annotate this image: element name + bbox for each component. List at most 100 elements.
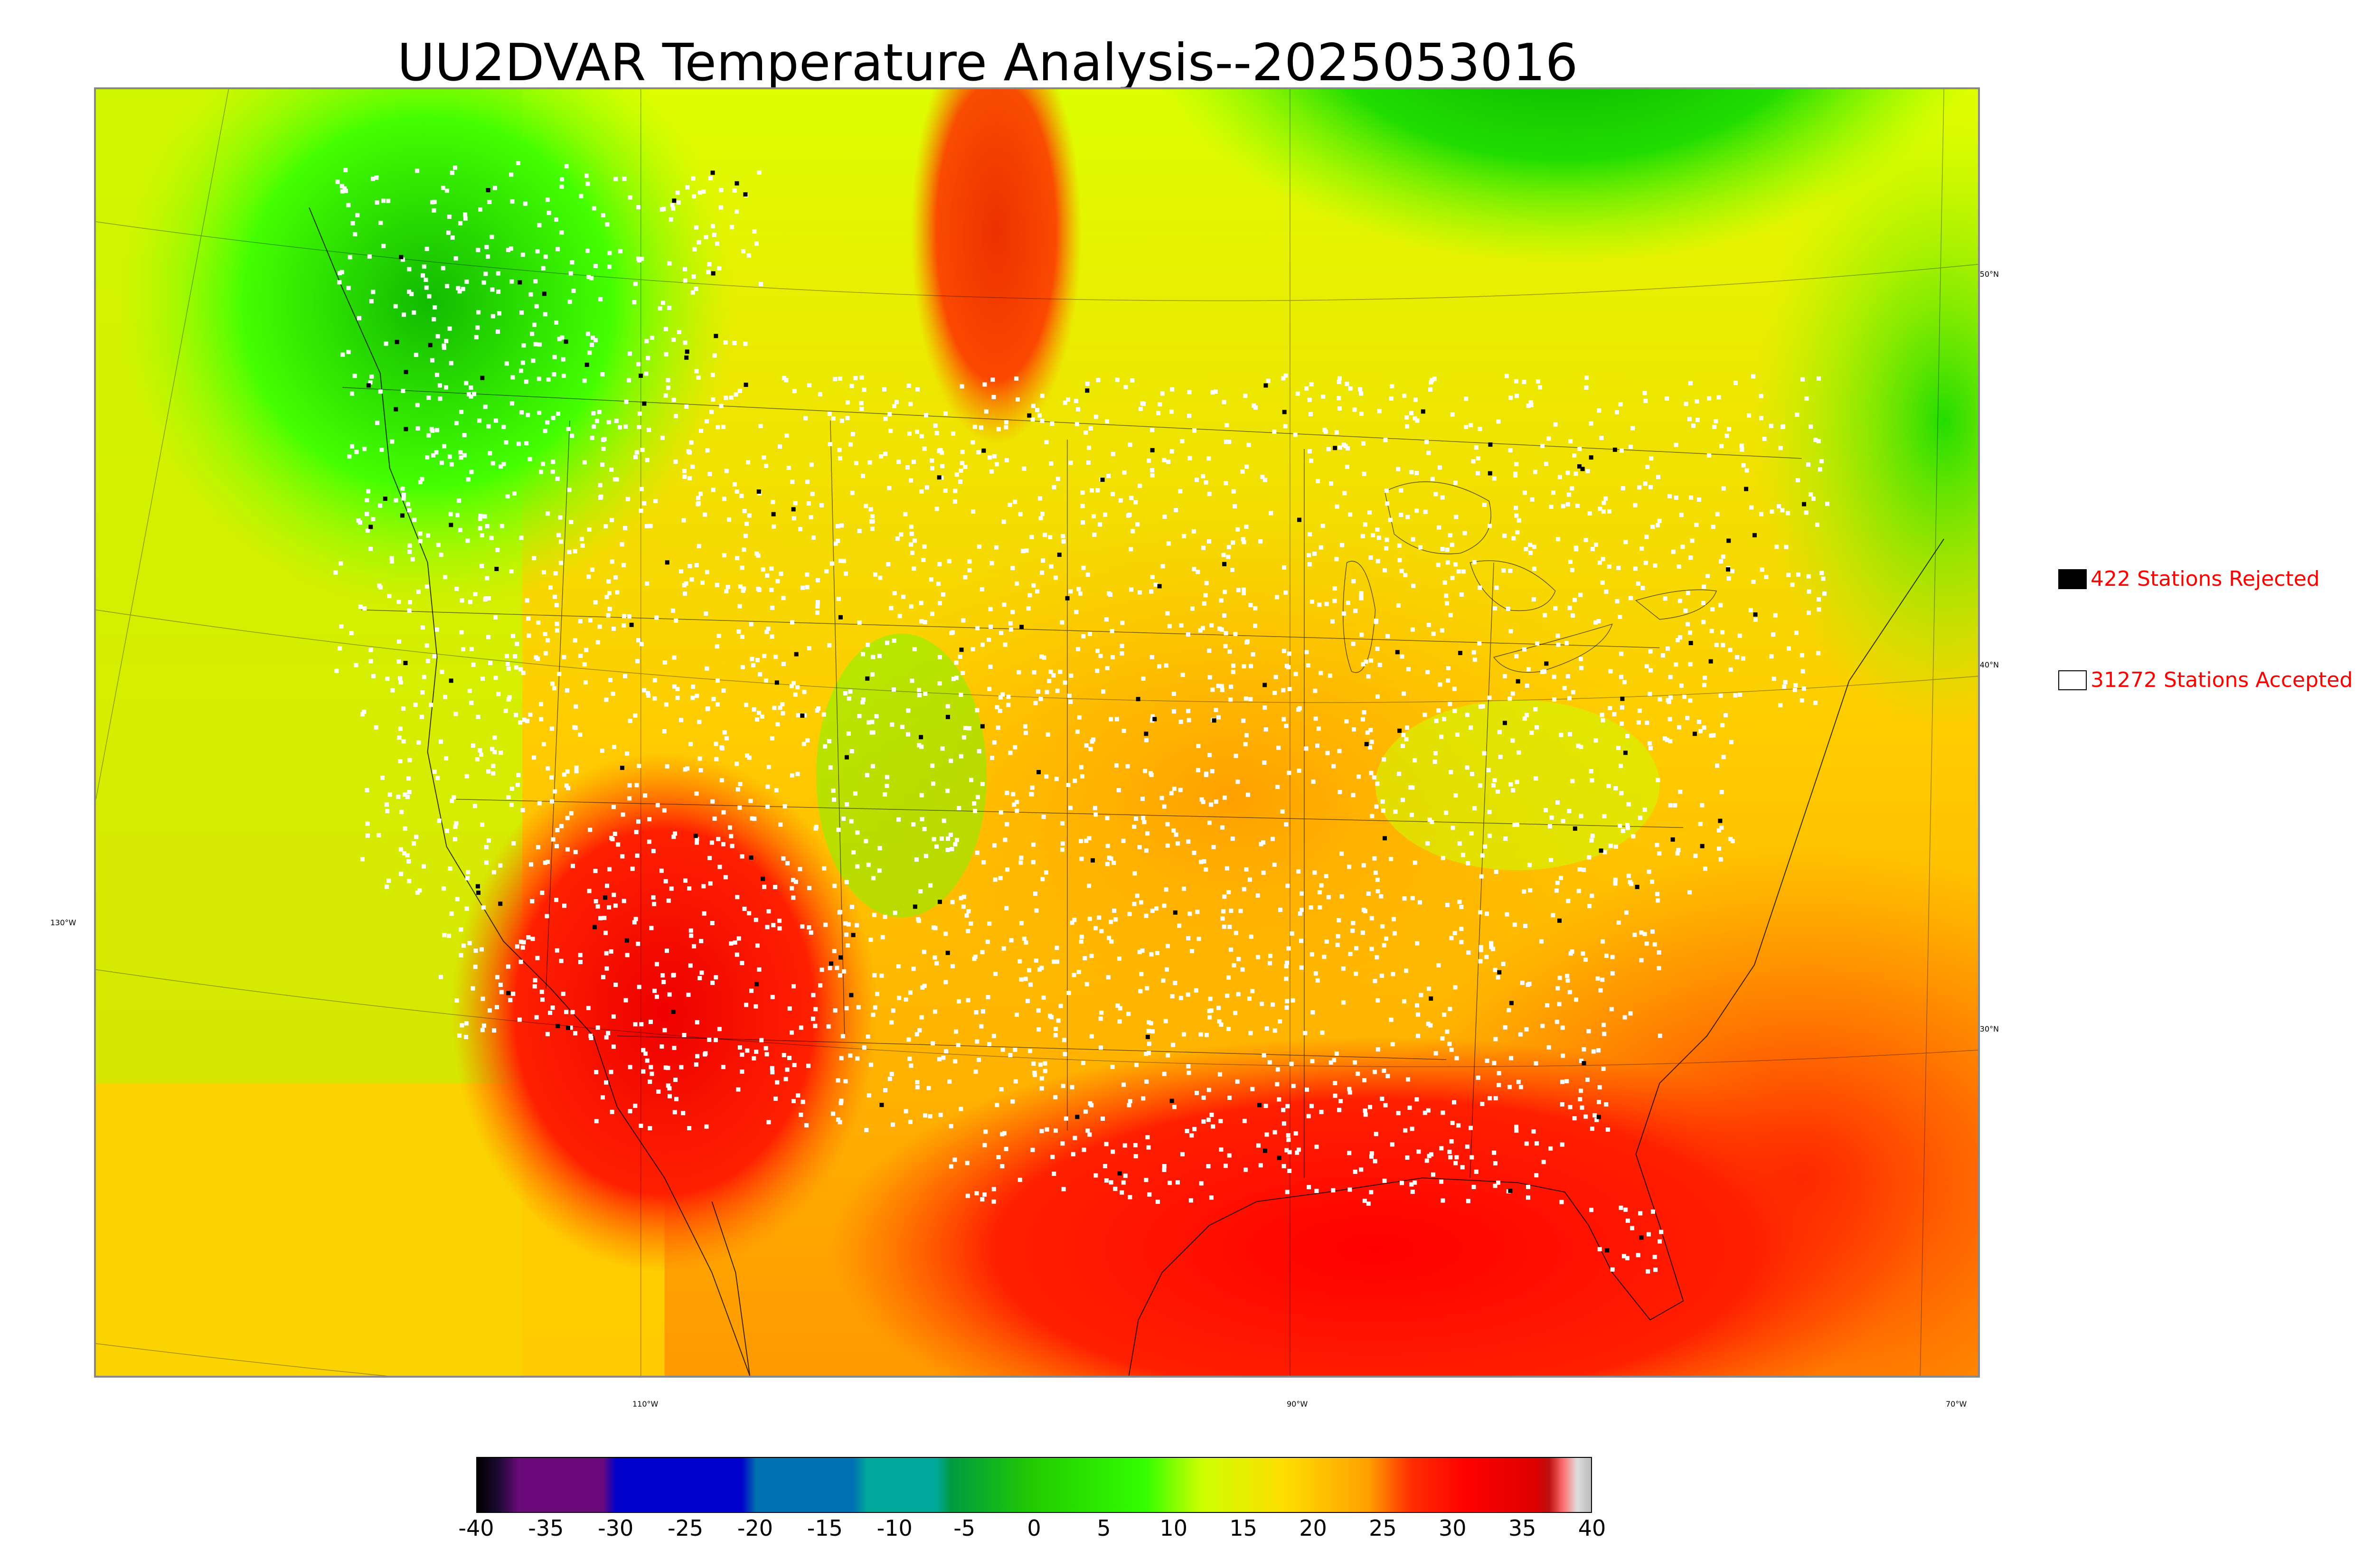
rejected-station-marker	[937, 475, 942, 480]
accepted-station-marker	[664, 948, 669, 953]
accepted-station-marker	[339, 561, 343, 566]
accepted-station-marker	[1665, 738, 1669, 742]
accepted-station-marker	[1253, 606, 1258, 610]
accepted-station-marker	[1006, 695, 1011, 699]
accepted-station-marker	[1359, 412, 1364, 416]
accepted-station-marker	[429, 427, 434, 432]
accepted-station-marker	[1068, 589, 1073, 594]
accepted-station-marker	[1220, 627, 1225, 632]
accepted-station-marker	[1392, 931, 1397, 936]
accepted-station-marker	[976, 450, 981, 455]
accepted-station-marker	[387, 792, 392, 797]
accepted-station-marker	[549, 726, 554, 731]
accepted-station-marker	[1226, 975, 1231, 980]
colorbar-tick-label: -20	[737, 1515, 773, 1541]
accepted-station-marker	[649, 926, 654, 930]
accepted-station-marker	[418, 531, 423, 536]
accepted-station-marker	[453, 825, 458, 829]
accepted-station-marker	[1244, 1167, 1248, 1172]
accepted-station-marker	[948, 833, 953, 837]
accepted-station-marker	[648, 1126, 652, 1131]
accepted-station-marker	[1430, 820, 1434, 825]
accepted-station-marker	[580, 543, 585, 548]
accepted-station-marker	[1590, 547, 1595, 552]
accepted-station-marker	[887, 486, 892, 490]
accepted-station-marker	[1508, 395, 1513, 400]
accepted-station-marker	[789, 684, 794, 688]
accepted-station-marker	[1454, 515, 1459, 519]
accepted-station-marker	[1822, 591, 1827, 596]
accepted-station-marker	[1053, 575, 1058, 580]
accepted-station-marker	[633, 917, 638, 921]
accepted-station-marker	[1296, 869, 1301, 874]
accepted-station-marker	[1427, 817, 1432, 822]
accepted-station-marker	[934, 961, 939, 966]
accepted-station-marker	[346, 203, 351, 207]
accepted-station-marker	[832, 798, 837, 802]
accepted-station-marker	[694, 286, 698, 291]
accepted-station-marker	[1769, 654, 1774, 659]
accepted-station-marker	[752, 229, 757, 234]
accepted-station-marker	[1159, 796, 1164, 800]
accepted-station-marker	[1424, 440, 1429, 444]
accepted-station-marker	[1352, 407, 1357, 412]
accepted-station-marker	[662, 660, 667, 665]
accepted-station-marker	[473, 592, 478, 596]
accepted-station-marker	[1180, 1152, 1185, 1156]
accepted-station-marker	[483, 597, 488, 602]
accepted-station-marker	[1514, 394, 1519, 398]
accepted-station-marker	[1476, 471, 1480, 476]
accepted-station-marker	[1027, 593, 1032, 598]
rejected-station-marker	[672, 198, 677, 203]
accepted-station-marker	[807, 925, 811, 930]
accepted-station-marker	[1604, 1102, 1609, 1107]
accepted-station-marker	[1643, 398, 1648, 403]
accepted-station-marker	[1546, 436, 1551, 441]
accepted-station-marker	[431, 453, 436, 458]
rejected-station-marker	[1157, 584, 1162, 589]
accepted-station-marker	[530, 937, 535, 941]
accepted-station-marker	[461, 943, 466, 948]
accepted-station-marker	[1454, 1155, 1459, 1160]
accepted-station-marker	[838, 376, 842, 381]
accepted-station-marker	[1624, 910, 1629, 915]
accepted-station-marker	[1413, 758, 1417, 763]
accepted-station-marker	[1132, 871, 1137, 876]
accepted-station-marker	[785, 861, 790, 865]
accepted-station-marker	[790, 886, 794, 891]
accepted-station-marker	[405, 502, 410, 507]
accepted-station-marker	[1620, 828, 1625, 833]
rejected-station-marker	[1027, 413, 1032, 418]
accepted-station-marker	[1113, 1186, 1118, 1191]
accepted-station-marker	[594, 1119, 599, 1124]
accepted-station-marker	[1762, 436, 1767, 441]
accepted-station-marker	[1578, 1097, 1583, 1102]
accepted-station-marker	[543, 312, 547, 317]
accepted-station-marker	[1120, 1190, 1124, 1195]
accepted-station-marker	[586, 1005, 591, 1010]
accepted-station-marker	[578, 959, 583, 964]
accepted-station-marker	[1041, 815, 1046, 819]
accepted-station-marker	[1042, 655, 1046, 660]
accepted-station-marker	[573, 638, 577, 643]
accepted-station-marker	[546, 377, 551, 382]
accepted-station-marker	[607, 264, 612, 269]
accepted-station-marker	[921, 558, 926, 563]
accepted-station-marker	[1465, 1144, 1470, 1149]
accepted-station-marker	[416, 590, 421, 594]
rejected-station-marker	[1718, 818, 1723, 823]
accepted-station-marker	[1087, 883, 1092, 888]
accepted-station-marker	[1023, 724, 1027, 729]
accepted-station-marker	[1571, 613, 1575, 618]
accepted-station-marker	[1138, 989, 1143, 994]
accepted-station-marker	[1287, 770, 1291, 775]
accepted-station-marker	[1338, 789, 1342, 794]
accepted-station-marker	[1026, 999, 1030, 1004]
accepted-station-marker	[390, 688, 395, 693]
accepted-station-marker	[1730, 569, 1735, 573]
accepted-station-marker	[1548, 1146, 1553, 1151]
accepted-station-marker	[714, 975, 718, 980]
accepted-station-marker	[1610, 1267, 1615, 1272]
accepted-station-marker	[1101, 1117, 1105, 1121]
accepted-station-marker	[1202, 859, 1206, 864]
